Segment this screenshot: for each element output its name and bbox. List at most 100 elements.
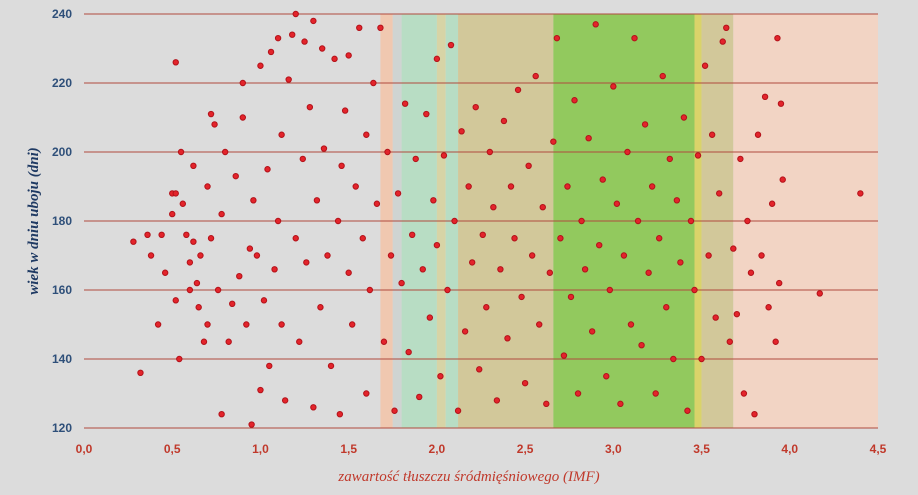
data-point-90 <box>380 338 388 345</box>
data-point-148 <box>581 266 589 273</box>
data-point-15 <box>183 231 190 239</box>
data-point-86 <box>366 286 374 294</box>
data-point-103 <box>426 314 434 321</box>
data-point-147 <box>578 217 585 225</box>
data-point-21 <box>195 304 202 311</box>
data-point-101 <box>419 266 426 273</box>
data-point-28 <box>211 121 218 128</box>
data-point-70 <box>320 145 328 152</box>
data-point-92 <box>387 252 395 259</box>
data-point-13 <box>177 148 185 156</box>
data-point-199 <box>761 93 769 101</box>
data-point-88 <box>373 200 381 207</box>
data-point-188 <box>723 24 730 31</box>
data-point-35 <box>232 172 239 180</box>
data-point-8 <box>169 210 176 218</box>
x-tick-label-0,5: 0,5 <box>164 442 181 456</box>
data-point-16 <box>186 286 194 294</box>
data-point-56 <box>285 76 292 83</box>
data-point-10 <box>172 59 179 66</box>
data-point-128 <box>511 235 518 242</box>
data-point-172 <box>666 155 673 163</box>
data-point-73 <box>331 55 338 63</box>
x-tick-label-2,0: 2,0 <box>429 442 446 456</box>
x-tick-label-3,0: 3,0 <box>605 442 622 456</box>
data-point-149 <box>585 135 592 142</box>
data-point-12 <box>176 355 183 363</box>
data-point-165 <box>641 121 649 128</box>
data-point-208 <box>857 190 864 197</box>
data-point-52 <box>274 217 282 225</box>
data-point-4 <box>154 321 162 328</box>
data-point-40 <box>246 245 254 252</box>
data-point-104 <box>430 197 437 204</box>
data-point-45 <box>257 386 264 394</box>
data-point-182 <box>701 62 709 69</box>
data-point-193 <box>740 390 748 397</box>
data-point-207 <box>816 290 823 297</box>
data-point-59 <box>292 235 299 242</box>
data-point-72 <box>327 362 335 370</box>
data-point-18 <box>190 238 197 245</box>
data-point-183 <box>705 252 712 259</box>
data-point-60 <box>296 338 303 345</box>
data-point-180 <box>694 152 702 159</box>
data-point-168 <box>652 390 659 397</box>
data-point-189 <box>726 338 733 345</box>
data-point-195 <box>747 269 755 276</box>
data-point-53 <box>278 321 285 328</box>
x-tick-label-1,0: 1,0 <box>252 442 269 456</box>
data-point-33 <box>225 338 232 345</box>
data-point-19 <box>190 162 197 170</box>
data-point-170 <box>659 72 666 80</box>
data-point-145 <box>571 97 578 104</box>
data-point-198 <box>758 252 765 259</box>
data-point-108 <box>440 152 448 159</box>
data-point-206 <box>779 176 786 183</box>
data-point-81 <box>352 183 359 190</box>
data-point-23 <box>200 338 208 345</box>
data-point-71 <box>324 252 331 259</box>
data-point-63 <box>303 259 310 266</box>
y-tick-label-160: 160 <box>52 283 72 297</box>
data-point-203 <box>774 34 781 42</box>
data-point-197 <box>754 131 762 138</box>
data-point-22 <box>197 252 204 259</box>
data-point-51 <box>274 34 282 42</box>
data-point-126 <box>504 335 511 342</box>
data-point-17 <box>186 259 194 266</box>
data-point-75 <box>336 411 344 418</box>
x-axis-ticks: 0,0 0,5 1,0 1,5 2,0 2,5 3,0 3,5 4,0 4,5 <box>76 442 887 456</box>
data-point-202 <box>772 338 779 345</box>
data-point-26 <box>207 110 215 118</box>
data-point-65 <box>310 17 317 25</box>
data-point-173 <box>670 355 677 363</box>
data-point-113 <box>458 128 465 135</box>
data-point-169 <box>656 235 663 242</box>
data-point-6 <box>161 269 169 276</box>
data-point-27 <box>207 235 215 242</box>
data-point-68 <box>317 304 324 311</box>
data-point-163 <box>634 217 642 225</box>
data-point-102 <box>423 110 430 118</box>
data-point-137 <box>543 400 550 408</box>
data-point-61 <box>299 155 306 163</box>
data-point-47 <box>264 166 271 173</box>
data-point-38 <box>239 79 247 87</box>
y-tick-label-140: 140 <box>52 352 72 366</box>
data-point-194 <box>744 217 751 225</box>
data-point-80 <box>348 321 356 328</box>
y-tick-label-180: 180 <box>52 214 72 228</box>
data-point-131 <box>521 379 529 387</box>
data-point-174 <box>673 197 681 204</box>
data-point-66 <box>310 404 317 411</box>
data-point-121 <box>486 148 494 156</box>
x-tick-label-4,5: 4,5 <box>870 442 887 456</box>
data-point-37 <box>239 114 247 121</box>
y-axis-label: wiek w dniu uboju (dni) <box>26 147 42 295</box>
data-point-119 <box>479 231 486 239</box>
data-point-155 <box>606 286 614 294</box>
data-point-130 <box>518 293 525 301</box>
data-point-141 <box>557 235 564 242</box>
